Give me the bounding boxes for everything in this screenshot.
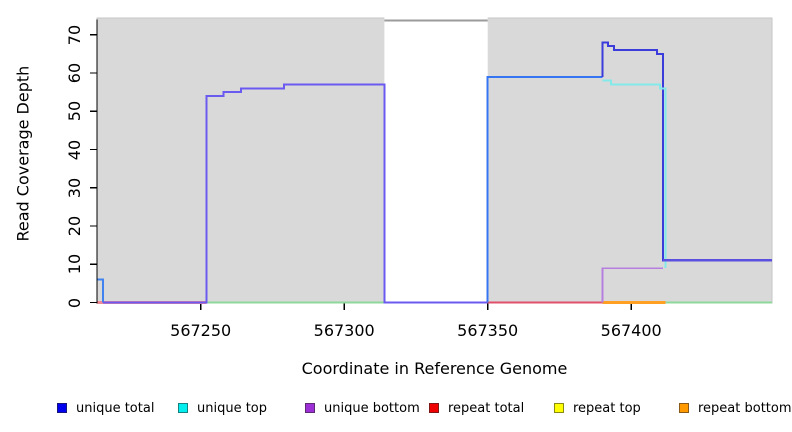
- legend-item-unique-total: unique total: [57, 398, 154, 418]
- unique-top-swatch: [178, 403, 188, 413]
- legend-label: unique top: [197, 400, 268, 416]
- legend-item-repeat-bottom: repeat bottom: [679, 398, 792, 418]
- x-axis-title: Coordinate in Reference Genome: [301, 359, 568, 378]
- repeat-bottom-swatch: [679, 403, 689, 413]
- y-axis-title: Read Coverage Depth: [13, 65, 33, 242]
- y-tick-label: 50: [65, 101, 84, 122]
- repeat-total-swatch: [429, 403, 439, 413]
- y-tick-label: 10: [65, 254, 84, 275]
- gap-band: [384, 17, 488, 304]
- y-tick-label: 70: [65, 24, 84, 45]
- unique-bottom-swatch: [305, 403, 315, 413]
- legend-item-repeat-top: repeat top: [554, 398, 641, 418]
- x-tick-label: 567350: [457, 321, 519, 340]
- unique-total-left-spike: [97, 278, 105, 303]
- y-tick-label: 60: [65, 62, 84, 84]
- y-tick-label: 30: [65, 177, 84, 198]
- y-tick-label: 20: [65, 215, 84, 237]
- x-tick-label: 567300: [313, 321, 375, 340]
- legend-label: repeat total: [448, 400, 525, 416]
- repeat-top-swatch: [554, 403, 564, 413]
- unique-total-navy: [601, 41, 772, 262]
- unique-bottom-right-light: [601, 267, 663, 303]
- legend-label: unique total: [76, 400, 155, 416]
- legend-label: repeat top: [573, 400, 641, 416]
- y-tick-label: 40: [65, 139, 84, 160]
- unique-top-cyan: [602, 79, 667, 269]
- legend-label: repeat bottom: [698, 400, 792, 416]
- legend-item-unique-bottom: unique bottom: [305, 398, 420, 418]
- x-tick-label: 567250: [170, 321, 232, 340]
- legend-label: unique bottom: [324, 400, 420, 416]
- legend-item-unique-top: unique top: [178, 398, 267, 418]
- unique-total-rise-59: [486, 75, 603, 303]
- x-tick-label: 567400: [600, 321, 662, 340]
- unique-bottom-left-plateau: [103, 83, 488, 304]
- y-tick-label: 0: [65, 297, 84, 308]
- legend: unique total unique top unique bottom re…: [0, 398, 792, 422]
- legend-item-repeat-total: repeat total: [429, 398, 524, 418]
- unique-total-swatch: [57, 403, 67, 413]
